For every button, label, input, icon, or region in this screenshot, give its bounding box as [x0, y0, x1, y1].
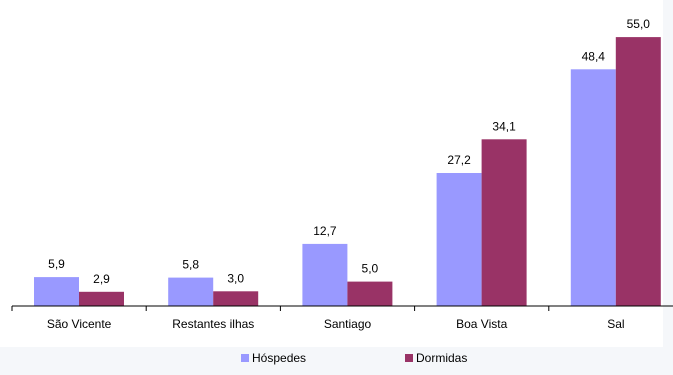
- value-labels-group: 5,9 2,9 5,8 3,0 12,7 5,0 27,2 34,1 48,4 55,0: [48, 17, 650, 286]
- value-label-dormidas-1: 3,0: [227, 271, 244, 285]
- bar-hospedes-2: [302, 243, 348, 306]
- legend: Hóspedes Dormidas: [241, 351, 467, 365]
- value-label-hospedes-2: 12,7: [313, 224, 337, 238]
- bar-dormidas-3: [481, 139, 527, 306]
- category-labels-group: São Vicente Restantes ilhas Santiago Boa Vi…: [47, 317, 625, 331]
- legend-label-hospedes: Hóspedes: [252, 351, 306, 365]
- bar-dormidas-0: [79, 291, 124, 306]
- bar-dormidas-1: [213, 291, 259, 306]
- category-label-1: Restantes ilhas: [172, 317, 254, 331]
- x-ticks-group: [11, 306, 550, 311]
- value-label-dormidas-0: 2,9: [93, 272, 110, 286]
- bar-dormidas-4: [615, 37, 661, 306]
- bar-hospedes-1: [168, 277, 214, 306]
- value-label-dormidas-4: 55,0: [627, 17, 651, 31]
- value-label-dormidas-3: 34,1: [492, 119, 516, 133]
- value-label-dormidas-2: 5,0: [362, 262, 379, 276]
- legend-label-dormidas: Dormidas: [416, 351, 467, 365]
- bars-group: [34, 37, 661, 306]
- value-label-hospedes-4: 48,4: [582, 49, 606, 63]
- category-label-4: Sal: [607, 317, 624, 331]
- value-label-hospedes-0: 5,9: [48, 257, 65, 271]
- bar-hospedes-0: [34, 277, 79, 306]
- legend-swatch-dormidas: [405, 354, 413, 362]
- bar-hospedes-4: [570, 69, 616, 306]
- bar-dormidas-2: [347, 281, 393, 306]
- legend-swatch-hospedes: [241, 354, 249, 362]
- value-label-hospedes-1: 5,8: [182, 258, 199, 272]
- category-label-2: Santiago: [324, 317, 372, 331]
- category-label-0: São Vicente: [47, 317, 112, 331]
- bar-hospedes-3: [436, 173, 482, 306]
- category-label-3: Boa Vista: [456, 317, 507, 331]
- value-label-hospedes-3: 27,2: [447, 153, 471, 167]
